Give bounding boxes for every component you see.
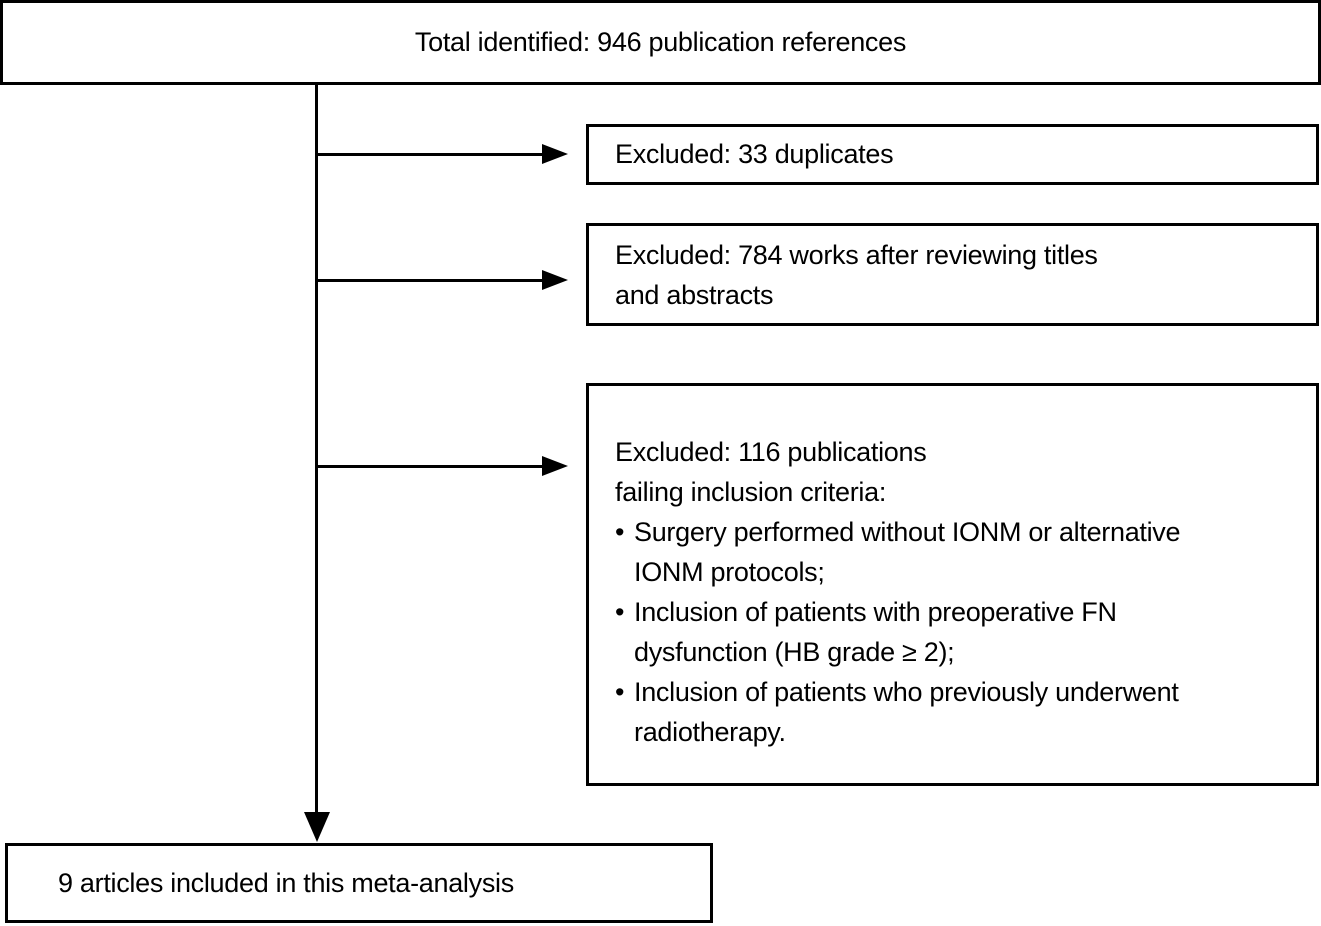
excluded-criteria-header-line1: Excluded: 116 publications bbox=[615, 437, 927, 467]
total-identified-box: Total identified: 946 publication refere… bbox=[0, 0, 1321, 85]
criteria-bullet-surgery: • Surgery performed without IONM or alte… bbox=[615, 512, 1302, 592]
main-flow-line bbox=[315, 85, 318, 813]
criteria-preoperative-line1: Inclusion of patients with preoperative … bbox=[634, 597, 1117, 627]
arrow-right-icon bbox=[542, 144, 568, 164]
excluded-criteria-header-line2: failing inclusion criteria: bbox=[615, 477, 887, 507]
criteria-bullet-preoperative-fn: • Inclusion of patients with preoperativ… bbox=[615, 592, 1302, 672]
bullet-icon: • bbox=[615, 677, 625, 707]
criteria-radiotherapy-line2: radiotherapy. bbox=[634, 717, 786, 747]
criteria-bullet-radiotherapy: • Inclusion of patients who previously u… bbox=[615, 672, 1302, 752]
criteria-surgery-line2: IONM protocols; bbox=[634, 557, 825, 587]
excluded-titles-abstracts-line2: and abstracts bbox=[615, 279, 774, 310]
excluded-duplicates-box: Excluded: 33 duplicates bbox=[586, 124, 1319, 185]
excluded-duplicates-text: Excluded: 33 duplicates bbox=[615, 139, 894, 169]
branch-line-titles-abstracts bbox=[316, 279, 544, 282]
branch-line-duplicates bbox=[316, 153, 544, 156]
included-articles-box: 9 articles included in this meta-analysi… bbox=[5, 843, 713, 923]
arrow-right-icon bbox=[542, 270, 568, 290]
excluded-inclusion-criteria-box: Excluded: 116 publications failing inclu… bbox=[586, 383, 1319, 786]
excluded-titles-abstracts-line1: Excluded: 784 works after reviewing titl… bbox=[615, 239, 1098, 270]
excluded-titles-abstracts-box: Excluded: 784 works after reviewing titl… bbox=[586, 223, 1319, 326]
included-articles-text: 9 articles included in this meta-analysi… bbox=[58, 867, 514, 898]
arrow-down-icon bbox=[304, 812, 330, 842]
bullet-icon: • bbox=[615, 597, 625, 627]
branch-line-inclusion-criteria bbox=[316, 465, 544, 468]
criteria-radiotherapy-line1: Inclusion of patients who previously und… bbox=[634, 677, 1179, 707]
criteria-surgery-line1: Surgery performed without IONM or altern… bbox=[634, 517, 1181, 547]
bullet-icon: • bbox=[615, 517, 625, 547]
arrow-right-icon bbox=[542, 456, 568, 476]
criteria-preoperative-line2: dysfunction (HB grade ≥ 2); bbox=[634, 637, 955, 667]
total-identified-text: Total identified: 946 publication refere… bbox=[414, 27, 907, 57]
